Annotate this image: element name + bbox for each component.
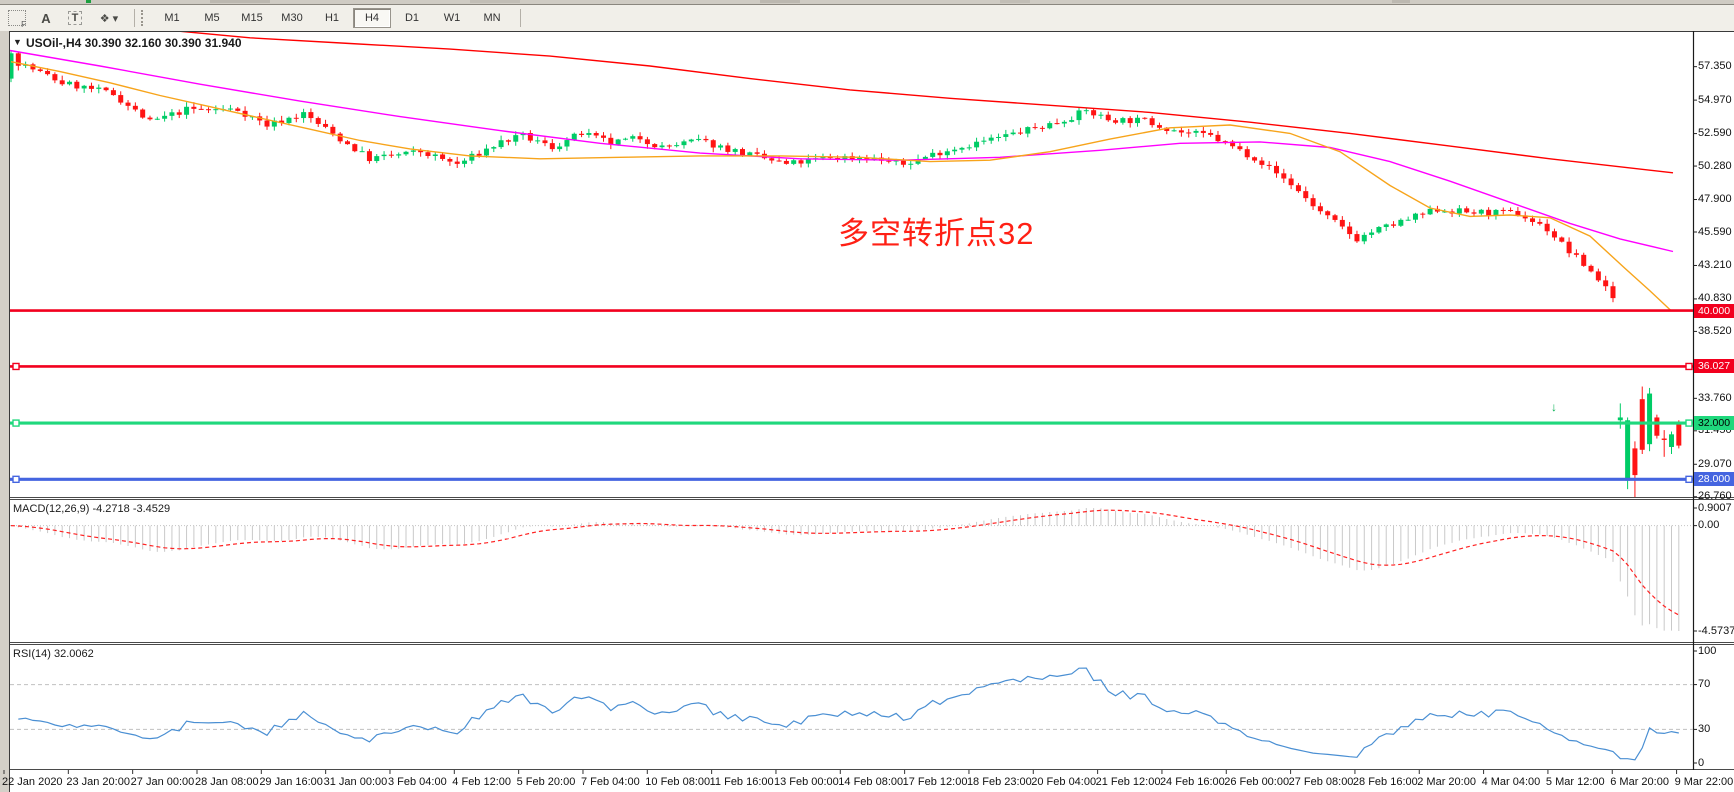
sell-arrow-icon: ↓	[1551, 400, 1557, 414]
rsi-line	[18, 667, 1679, 761]
toolbar-drag-handle[interactable]	[141, 10, 146, 26]
timeframe-button-m30[interactable]: M30	[281, 12, 303, 24]
time-label: 28 Jan 08:00	[194, 776, 259, 788]
rsi-scale-30: 30	[1698, 722, 1711, 735]
label-a-icon[interactable]: A	[41, 10, 51, 26]
hline-36[interactable]	[10, 362, 1693, 371]
price-tick-33.760: 33.760	[1698, 391, 1732, 404]
price-tick-38.520: 38.520	[1698, 324, 1732, 337]
time-label: 14 Feb 08:00	[838, 776, 904, 788]
timeframe-button-w1[interactable]: W1	[443, 12, 461, 24]
macd-indicator-label: MACD(12,26,9) -4.2718 -3.4529	[13, 503, 171, 515]
macd-signal-line	[10, 509, 1680, 616]
time-label: 10 Feb 08:00	[645, 776, 711, 788]
rsi-scale-0: 0	[1698, 756, 1705, 769]
macd-scale-0.00: 0.00	[1698, 519, 1720, 532]
price-tick-29.070: 29.070	[1698, 457, 1732, 470]
window-fragment	[1392, 0, 1410, 3]
chart-symbol-title: USOil-,H4 30.390 32.160 30.390 31.940	[26, 36, 242, 50]
time-label: 27 Jan 00:00	[130, 776, 195, 788]
price-tick-52.590: 52.590	[1698, 127, 1732, 140]
price-tick-54.970: 54.970	[1698, 93, 1732, 106]
ma-fast	[10, 61, 1672, 312]
chart-annotation-text[interactable]: 多空转折点32	[838, 216, 1035, 251]
timeframe-button-h4[interactable]: H4	[353, 8, 391, 28]
timeframe-button-h1[interactable]: H1	[324, 12, 340, 24]
time-label: 3 Feb 04:00	[387, 776, 447, 788]
price-tick-47.900: 47.900	[1698, 193, 1732, 206]
hline-40-price-badge: 40.000	[1694, 303, 1734, 318]
window-top-edge	[0, 0, 1734, 5]
shapes-dropdown-icon[interactable]: ❖ ▾	[99, 12, 119, 25]
hline-32[interactable]	[10, 419, 1693, 427]
time-label: 23 Jan 20:00	[66, 776, 130, 788]
time-label: 26 Feb 00:00	[1224, 776, 1290, 788]
time-label: 17 Feb 12:00	[902, 776, 968, 788]
time-label: 4 Feb 12:00	[452, 776, 512, 788]
text-box-icon[interactable]: T	[63, 8, 87, 28]
timeframe-button-m5[interactable]: M5	[204, 12, 220, 24]
symbol-dropdown-caret[interactable]: ▼	[13, 37, 22, 47]
time-label: 22 Jan 2020	[2, 776, 63, 788]
price-tick-26.760: 26.760	[1698, 490, 1732, 503]
rsi-scale-70: 70	[1698, 678, 1711, 691]
window-fragment	[86, 0, 91, 3]
hline-28[interactable]	[10, 475, 1693, 484]
hline-28-price-badge: 28.000	[1694, 472, 1734, 487]
toolbar-separator	[134, 9, 135, 27]
time-label: 11 Feb 16:00	[709, 776, 774, 788]
ma-mid	[10, 49, 1674, 253]
rsi-scale-100: 100	[1698, 644, 1717, 657]
price-tick-43.210: 43.210	[1698, 258, 1732, 271]
indicators-grid-icon[interactable]: F	[5, 8, 29, 29]
window-fragment	[1000, 0, 1030, 3]
price-tick-45.590: 45.590	[1698, 225, 1732, 238]
toolbar: F A T ❖ ▾ M1 M5 M15 M30 H1 H4 D1 W1 MN	[0, 5, 1734, 32]
time-label: 4 Mar 04:00	[1481, 776, 1541, 788]
time-label: 24 Feb 16:00	[1159, 776, 1225, 788]
time-label: 6 Mar 20:00	[1610, 776, 1669, 788]
time-label: 18 Feb 23:00	[966, 776, 1032, 788]
time-label: 9 Mar 22:00	[1674, 776, 1734, 788]
time-label: 21 Feb 12:00	[1095, 776, 1161, 788]
price-tick-50.280: 50.280	[1698, 159, 1732, 172]
window-fragment	[760, 0, 800, 3]
time-label: 5 Feb 20:00	[516, 776, 576, 788]
price-tick-57.350: 57.350	[1698, 60, 1732, 73]
time-label: 2 Mar 20:00	[1417, 776, 1476, 788]
window-fragment	[210, 0, 270, 3]
macd-scale--4.5737: -4.5737	[1698, 624, 1734, 637]
timeframe-button-m15[interactable]: M15	[241, 12, 263, 24]
hline-32-price-badge: 32.000	[1694, 416, 1734, 431]
timeframe-button-d1[interactable]: D1	[404, 12, 420, 24]
time-label: 27 Feb 08:00	[1288, 776, 1354, 788]
timeframe-button-mn[interactable]: MN	[483, 12, 501, 24]
time-label: 13 Feb 00:00	[773, 776, 839, 788]
ma-slow	[180, 32, 1674, 174]
rsi-indicator-label: RSI(14) 32.0062	[13, 648, 94, 660]
price-tick-40.830: 40.830	[1698, 292, 1732, 305]
hline-36-price-badge: 36.027	[1694, 359, 1734, 374]
time-label: 5 Mar 12:00	[1545, 776, 1605, 788]
time-label: 29 Jan 16:00	[259, 776, 323, 788]
timeframe-button-m1[interactable]: M1	[164, 12, 180, 24]
macd-scale-0.9007: 0.9007	[1698, 501, 1732, 514]
time-label: 7 Feb 04:00	[580, 776, 640, 788]
time-label: 20 Feb 04:00	[1031, 776, 1097, 788]
time-label: 28 Feb 16:00	[1352, 776, 1418, 788]
window-fragment	[470, 0, 520, 3]
time-label: 31 Jan 00:00	[323, 776, 388, 788]
toolbar-separator	[520, 9, 521, 27]
